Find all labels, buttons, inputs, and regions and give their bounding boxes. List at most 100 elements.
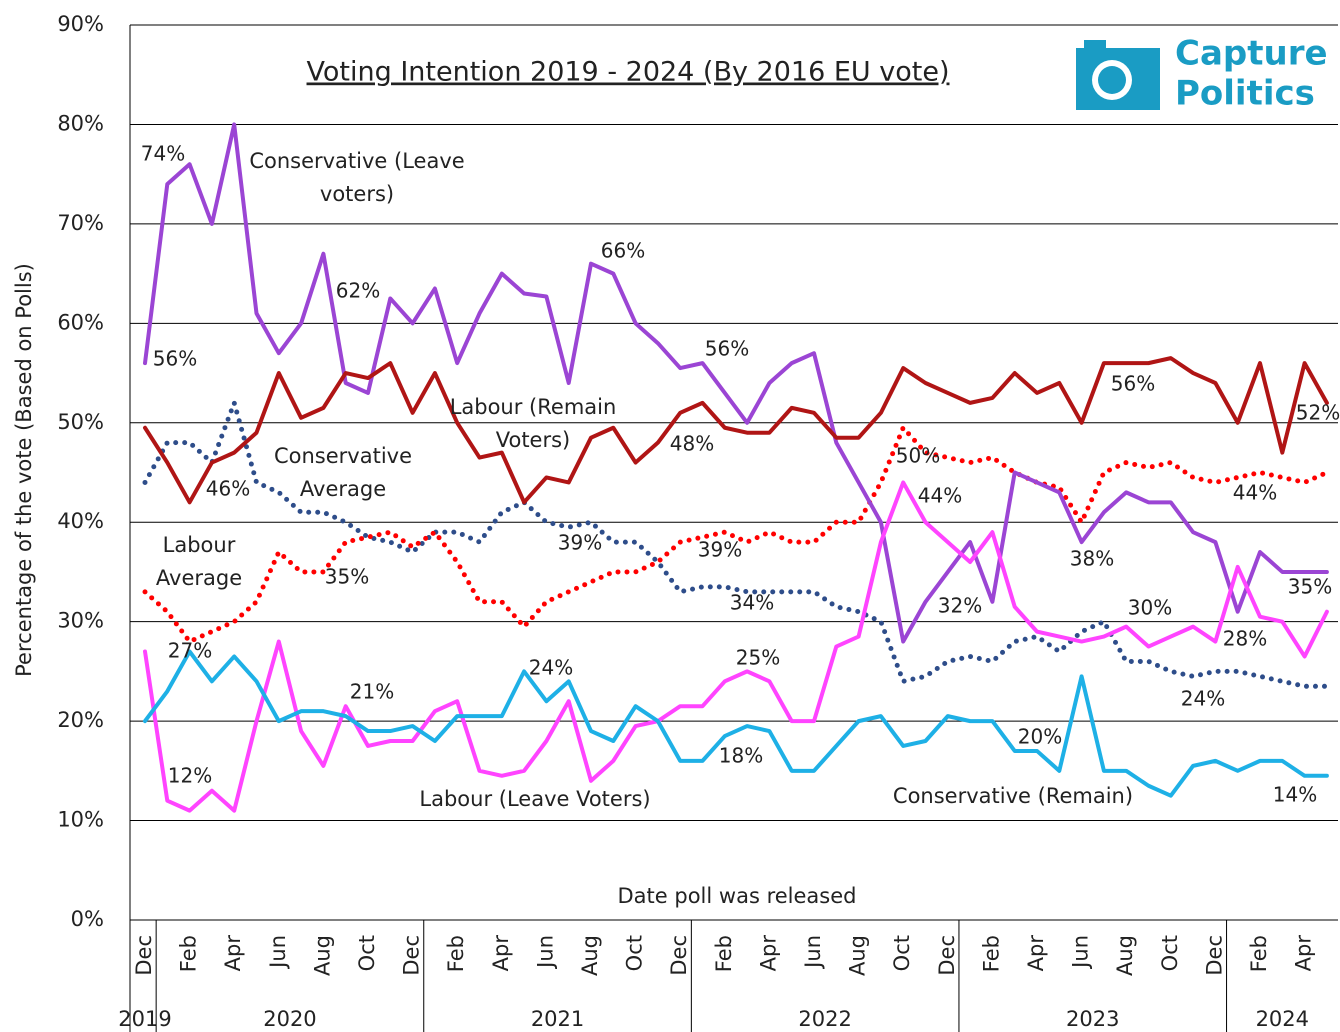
x-tick-label: Jun (266, 935, 290, 970)
annotation: 74% (141, 142, 185, 166)
year-label: 2019 (118, 1007, 171, 1031)
series-label-line: Average (156, 566, 242, 590)
x-tick-label: Dec (400, 935, 424, 976)
x-tick-label: Oct (1158, 935, 1182, 971)
annotation: 44% (1233, 481, 1277, 505)
annotation: 56% (153, 347, 197, 371)
x-tick-label: Oct (623, 935, 647, 971)
y-tick-label: 10% (57, 808, 104, 832)
x-tick-label: Feb (712, 935, 736, 972)
annotation: 52% (1296, 401, 1340, 425)
x-tick-label: Oct (890, 935, 914, 971)
annotation: 46% (206, 477, 250, 501)
series-line (143, 356, 1329, 505)
x-axis-label: Date poll was released (618, 884, 857, 908)
x-tick-label: Aug (846, 935, 870, 976)
y-tick-label: 90% (57, 12, 104, 36)
chart-title: Voting Intention 2019 - 2024 (By 2016 EU… (307, 57, 950, 88)
x-tick-label: Aug (310, 935, 334, 976)
annotation: 14% (1273, 783, 1317, 807)
grid (129, 24, 1338, 1032)
series-line (142, 400, 1330, 689)
y-tick-label: 40% (57, 509, 104, 533)
annotation: 32% (938, 594, 982, 618)
series-label-line: Conservative (Leave (249, 149, 464, 173)
annotation: 18% (719, 744, 763, 768)
annotation: 39% (558, 531, 602, 555)
x-tick-label: Oct (355, 935, 379, 971)
x-tick-label: Dec (667, 935, 691, 976)
annotation: 62% (336, 279, 380, 303)
annotation: 38% (1070, 547, 1114, 571)
x-tick-label: Feb (1247, 935, 1271, 972)
annotation: 35% (1288, 575, 1332, 599)
annotation: 21% (350, 680, 394, 704)
annotation: 35% (325, 565, 369, 589)
logo-icon (1084, 40, 1106, 50)
logo: Capture Politics (1076, 34, 1328, 114)
annotation: 24% (1181, 687, 1225, 711)
x-tick-label: Jun (533, 935, 557, 970)
annotation: 28% (1223, 627, 1267, 651)
logo-text: Politics (1175, 74, 1315, 114)
series-label: Labour Average (156, 533, 242, 590)
y-tick-label: 20% (57, 708, 104, 732)
x-tick-label: Jun (801, 935, 825, 970)
logo-icon (1098, 66, 1126, 94)
x-tick-label: Apr (221, 935, 245, 972)
annotation: 12% (168, 764, 212, 788)
y-tick-label: 50% (57, 410, 104, 434)
x-tick-label: Aug (578, 935, 602, 976)
x-tick-label: Jun (1069, 935, 1093, 970)
year-label: 2023 (1066, 1007, 1119, 1031)
annotation: 66% (601, 239, 645, 263)
annotation: 25% (736, 646, 780, 670)
annotation: 30% (1128, 596, 1172, 620)
series-label-line: Labour (163, 533, 236, 557)
year-label: 2020 (263, 1007, 316, 1031)
x-tick-label: Feb (979, 935, 1003, 972)
x-tick-label: Apr (756, 935, 780, 972)
series-label-line: Conservative (274, 444, 412, 468)
x-tick-label: Feb (177, 935, 201, 972)
annotation: 50% (896, 444, 940, 468)
logo-text: Capture (1175, 34, 1328, 74)
series-label: Conservative (Remain) (893, 784, 1133, 808)
year-label: 2024 (1256, 1007, 1309, 1031)
x-tick-label: Dec (132, 935, 156, 976)
series-line (143, 649, 1329, 798)
y-tick-label: 70% (57, 211, 104, 235)
annotation: 56% (705, 337, 749, 361)
annotation: 48% (670, 432, 714, 456)
y-tick-label: 0% (71, 907, 104, 931)
series-label: Conservative (Leave voters) (249, 149, 464, 206)
year-label: 2022 (798, 1007, 851, 1031)
x-tick-label: Apr (1292, 935, 1316, 972)
x-tick-label: Apr (489, 935, 513, 972)
series-label: Conservative Average (274, 444, 412, 501)
annotation: 34% (730, 591, 774, 615)
y-axis-label: Percentage of the vote (Based on Polls) (12, 263, 36, 677)
x-tick-label: Dec (935, 935, 959, 976)
series-line (143, 122, 1329, 644)
annotation: 39% (698, 538, 742, 562)
year-label: 2021 (531, 1007, 584, 1031)
annotation: 44% (918, 484, 962, 508)
series-label-line: voters) (320, 182, 394, 206)
x-tick-label: Dec (1202, 935, 1226, 976)
y-tick-label: 80% (57, 111, 104, 135)
annotation: 24% (529, 656, 573, 680)
y-tick-label: 60% (57, 310, 104, 334)
y-tick-label: 30% (57, 609, 104, 633)
x-tick-label: Apr (1024, 935, 1048, 972)
series-label-line: Labour (Remain (450, 395, 617, 419)
annotation: 20% (1018, 725, 1062, 749)
series-label: Labour (Leave Voters) (419, 787, 650, 811)
annotation: 27% (168, 639, 212, 663)
series-label: Labour (Remain Voters) (450, 395, 617, 452)
x-tick-label: Feb (444, 935, 468, 972)
x-tick-label: Aug (1113, 935, 1137, 976)
annotation: 56% (1111, 372, 1155, 396)
series-label-line: Voters) (496, 428, 571, 452)
